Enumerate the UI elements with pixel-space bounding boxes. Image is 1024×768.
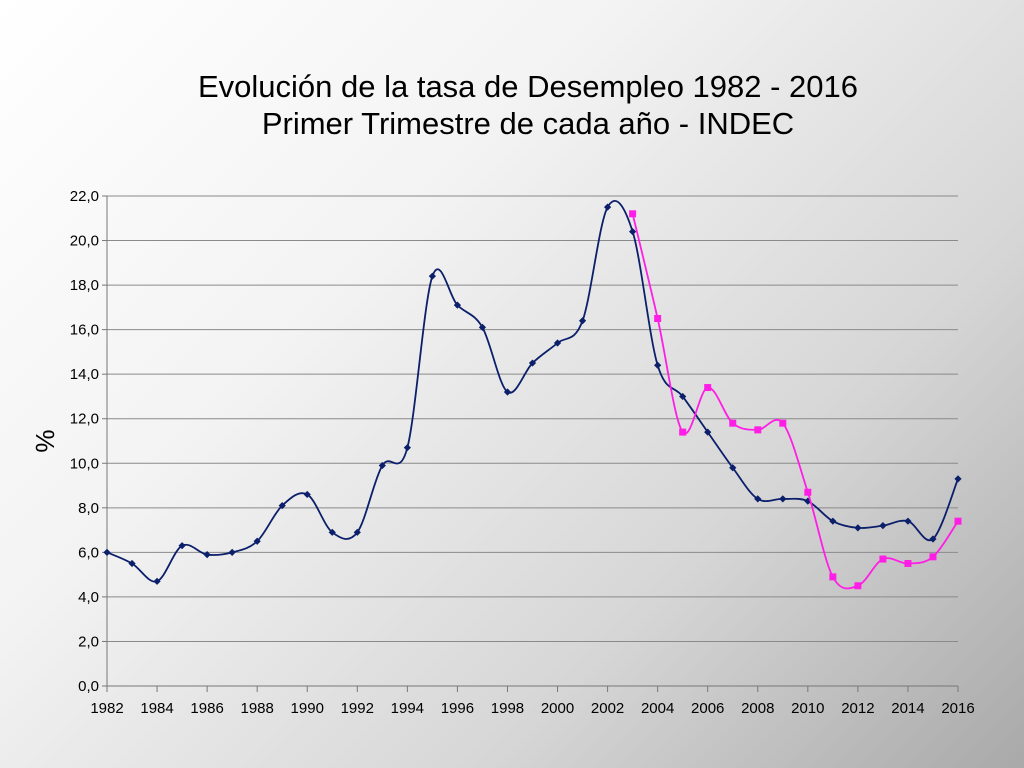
x-tick-label: 1996 — [441, 700, 474, 717]
y-tick-label: 20,0 — [70, 233, 99, 250]
series-2-point — [779, 419, 787, 427]
series-1-line — [106, 200, 959, 583]
series-1-point — [428, 272, 436, 280]
y-tick-label: 14,0 — [70, 366, 99, 383]
series-1-point — [128, 559, 136, 568]
series-1-point — [203, 550, 211, 559]
series-2-point — [879, 555, 887, 563]
y-tick-label: 8,0 — [78, 500, 99, 517]
series-2-point — [954, 517, 962, 525]
series-2-point — [679, 428, 687, 436]
x-tick-label: 2014 — [891, 700, 924, 717]
series-1-point — [904, 517, 912, 525]
series-1-point — [603, 203, 612, 211]
series-2-point — [754, 426, 762, 434]
x-tick-label: 2000 — [541, 700, 574, 717]
series-1-point — [553, 339, 562, 347]
x-tick-label: 2006 — [691, 700, 724, 717]
series-1-point — [654, 361, 662, 369]
y-tick-label: 2,0 — [78, 633, 99, 650]
y-tick-label: 16,0 — [70, 322, 99, 339]
series-1-point — [178, 542, 186, 550]
series-1-point — [578, 317, 587, 325]
series-2-point — [729, 419, 737, 427]
x-tick-label: 2012 — [841, 700, 874, 717]
series-1-point — [153, 577, 161, 585]
x-tick-label: 1992 — [341, 700, 374, 717]
series-1-point — [729, 464, 737, 472]
series-2-point — [654, 315, 662, 322]
chart-title-line-1: Evolución de la tasa de Desempleo 1982 -… — [197, 69, 859, 104]
x-tick-label: 1998 — [491, 700, 524, 717]
x-tick-label: 1982 — [90, 700, 123, 717]
x-tick-label: 2008 — [741, 700, 774, 717]
series-2-point — [829, 573, 837, 581]
series-1-point — [679, 392, 687, 401]
series-2-point — [629, 210, 637, 218]
series-2-point — [904, 560, 912, 567]
series-2-point — [704, 384, 712, 392]
y-tick-label: 0,0 — [78, 678, 99, 695]
x-tick-label: 2010 — [791, 700, 824, 717]
x-tick-label: 1988 — [240, 700, 273, 717]
series-1-point — [403, 444, 411, 452]
series-1-point — [303, 490, 311, 499]
chart-title-line-2: Primer Trimestre de cada año - INDEC — [261, 106, 795, 141]
series-1-point — [829, 517, 837, 525]
x-tick-label: 2004 — [641, 700, 674, 717]
x-tick-label: 1994 — [391, 700, 424, 717]
series-1-point — [453, 301, 462, 309]
series-2-point — [854, 582, 862, 590]
series-1-point — [478, 323, 487, 332]
series-1-point — [704, 428, 712, 436]
series-1-point — [228, 548, 236, 556]
series-1-point — [629, 228, 637, 236]
series-1-point — [253, 537, 261, 545]
series-1-point — [503, 388, 512, 396]
series-2-point — [929, 553, 937, 561]
series-1-point — [353, 528, 361, 536]
chart-title: Evolución de la tasa de Desempleo 1982 -… — [0, 68, 1024, 142]
y-tick-label: 22,0 — [70, 188, 99, 205]
x-tick-label: 1990 — [291, 700, 324, 717]
x-tick-label: 1986 — [190, 700, 223, 717]
x-tick-label: 1984 — [140, 700, 173, 717]
series-1-point — [328, 528, 336, 536]
x-tick-label: 2002 — [591, 700, 624, 717]
series-2-line — [631, 213, 959, 590]
series-1-point — [103, 548, 111, 556]
y-tick-label: 10,0 — [70, 455, 99, 472]
series-1-point — [528, 359, 537, 367]
series-2-point — [804, 488, 812, 496]
series-1-point — [278, 501, 286, 510]
series-1-point — [929, 535, 937, 543]
y-axis-label: % — [30, 429, 60, 452]
y-tick-label: 18,0 — [70, 277, 99, 294]
series-1-point — [854, 524, 862, 532]
series-1-point — [754, 495, 762, 503]
y-tick-label: 12,0 — [70, 411, 99, 428]
series-1-point — [954, 475, 962, 483]
y-tick-label: 4,0 — [78, 589, 99, 606]
series-1-point — [378, 461, 386, 470]
series-1-point — [779, 495, 787, 503]
x-tick-label: 2016 — [941, 700, 974, 717]
series-1-point — [879, 522, 887, 530]
y-tick-label: 6,0 — [78, 544, 99, 561]
